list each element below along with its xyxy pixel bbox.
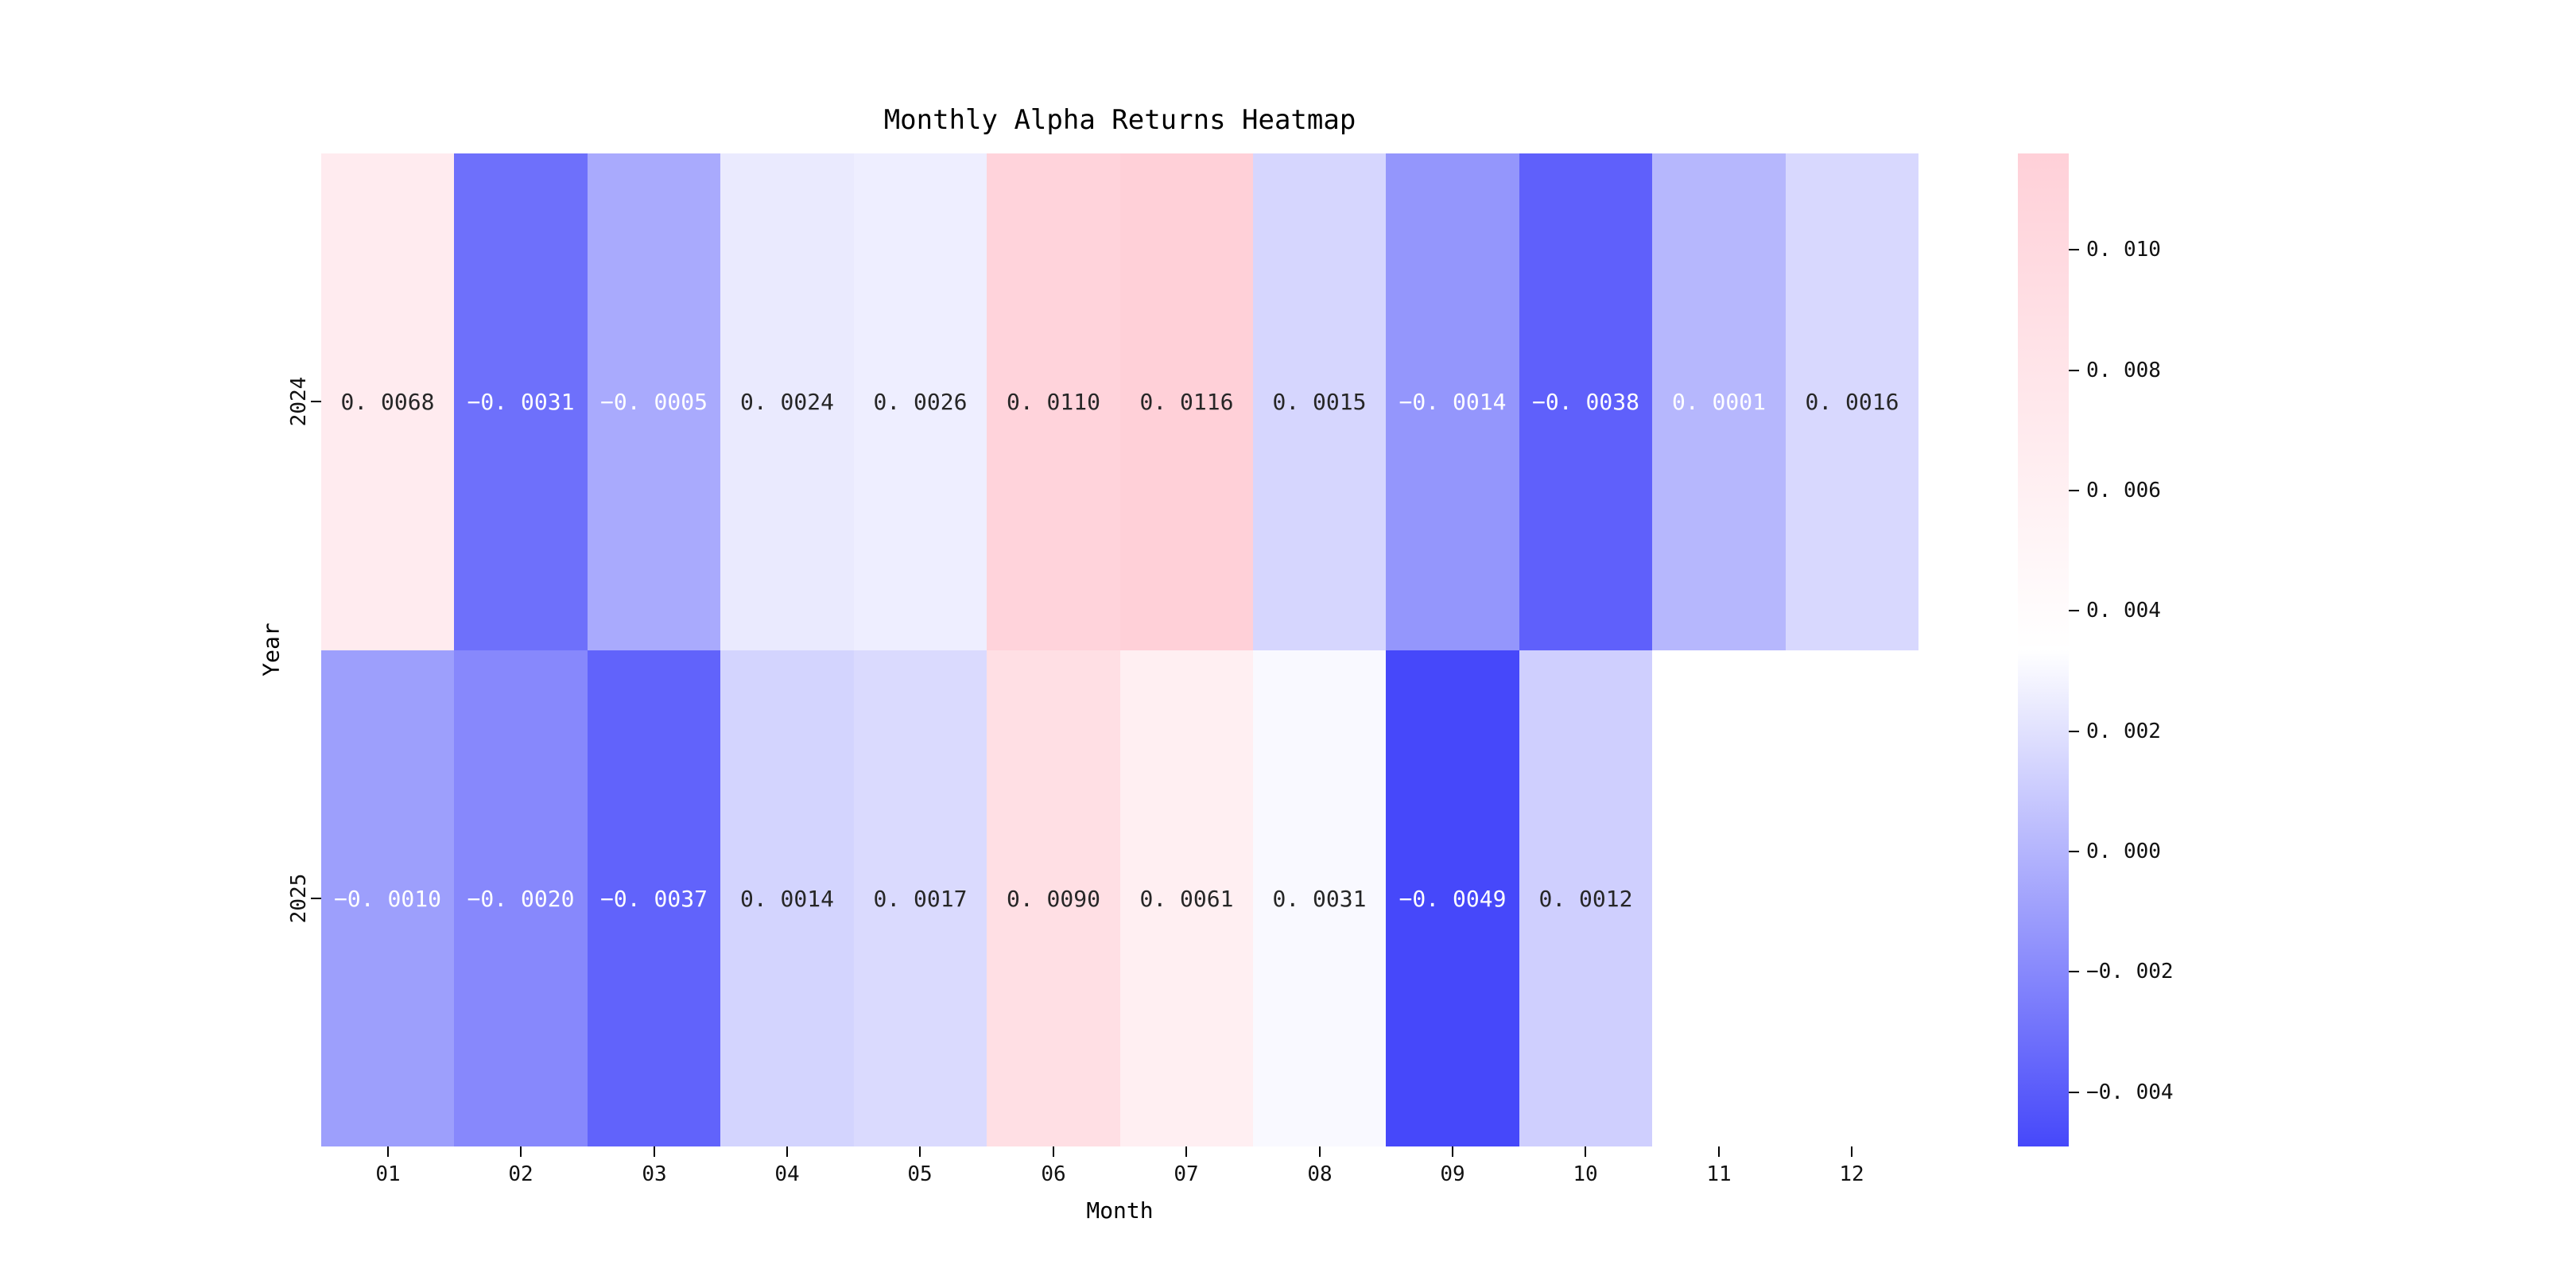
x-tick-label: 11 [1706,1162,1732,1186]
x-tick-mark [786,1146,788,1157]
cell-value: 0. 0001 [1671,389,1766,415]
x-tick-mark [919,1146,921,1157]
x-tick-label: 03 [642,1162,667,1186]
cell-value: 0. 0090 [1006,885,1100,912]
colorbar-tick-label: 0. 010 [2086,238,2161,262]
x-axis-label: Month [1086,1197,1154,1224]
cell-value: −0. 0031 [467,389,575,415]
cell-value: −0. 0020 [467,885,575,912]
chart-title: Monthly Alpha Returns Heatmap [883,104,1356,136]
cell-value: 0. 0024 [739,389,834,415]
heatmap-cell: −0. 0014 [1386,153,1519,650]
x-tick-label: 06 [1041,1162,1066,1186]
y-axis-label: Year [258,623,285,677]
y-tick-label: 2025 [287,873,311,924]
cell-value: 0. 0026 [873,389,968,415]
heatmap-cell: 0. 0031 [1253,650,1386,1146]
x-tick-label: 09 [1440,1162,1465,1186]
x-tick-mark [1319,1146,1321,1157]
x-tick-mark [387,1146,389,1157]
colorbar-tick-mark [2069,610,2079,611]
cell-value: 0. 0015 [1272,389,1367,415]
cell-value: −0. 0005 [600,389,708,415]
colorbar-tick-mark [2069,1092,2079,1093]
x-tick-label: 02 [508,1162,533,1186]
heatmap-cell: 0. 0026 [854,153,987,650]
cell-value: 0. 0110 [1006,389,1100,415]
heatmap-cell: 0. 0061 [1120,650,1253,1146]
x-tick-mark [1718,1146,1720,1157]
heatmap-cell: −0. 0031 [454,153,588,650]
heatmap-cell: 0. 0116 [1120,153,1253,650]
cell-value: 0. 0017 [873,885,968,912]
colorbar-tick-label: −0. 002 [2086,960,2174,983]
heatmap-cell: 0. 0110 [987,153,1120,650]
x-tick-label: 10 [1573,1162,1598,1186]
x-tick-mark [1851,1146,1852,1157]
x-tick-label: 12 [1839,1162,1864,1186]
cell-value: 0. 0031 [1272,885,1367,912]
x-tick-mark [1053,1146,1054,1157]
cell-value: 0. 0016 [1805,389,1899,415]
x-tick-mark [1452,1146,1453,1157]
heatmap-cell: 0. 0012 [1519,650,1652,1146]
y-tick-mark [311,401,321,402]
heatmap-cell: −0. 0037 [588,650,720,1146]
colorbar-tick-label: 0. 006 [2086,479,2161,502]
heatmap-cell: 0. 0068 [321,153,454,650]
x-tick-label: 01 [375,1162,401,1186]
heatmap-cell: 0. 0015 [1253,153,1386,650]
x-tick-mark [1185,1146,1187,1157]
heatmap-cell: −0. 0020 [454,650,588,1146]
x-tick-label: 05 [907,1162,933,1186]
colorbar-tick-label: 0. 008 [2086,359,2161,382]
cell-value: 0. 0061 [1139,885,1234,912]
heatmap-cell: 0. 0001 [1652,153,1786,650]
colorbar-tick-mark [2069,249,2079,250]
colorbar-tick-label: 0. 002 [2086,720,2161,743]
cell-value: −0. 0014 [1399,389,1507,415]
cell-value: 0. 0014 [739,885,834,912]
x-tick-mark [654,1146,655,1157]
heatmap-cell: −0. 0010 [321,650,454,1146]
colorbar-tick-label: 0. 004 [2086,599,2161,623]
x-tick-mark [520,1146,522,1157]
x-tick-mark [1585,1146,1586,1157]
cell-value: −0. 0038 [1532,389,1639,415]
y-tick-mark [311,898,321,899]
colorbar-tick-mark [2069,851,2079,852]
y-tick-label: 2024 [287,376,311,427]
x-tick-label: 04 [774,1162,800,1186]
heatmap-cell: 0. 0024 [720,153,854,650]
cell-value: −0. 0049 [1399,885,1507,912]
heatmap-cell: −0. 0005 [588,153,720,650]
heatmap-cell: 0. 0090 [987,650,1120,1146]
colorbar-gradient [2018,153,2069,1146]
colorbar-tick-mark [2069,971,2079,972]
heatmap-cell: 0. 0017 [854,650,987,1146]
heatmap-cell: −0. 0038 [1519,153,1652,650]
colorbar-tick-mark [2069,490,2079,491]
cell-value: 0. 0012 [1538,885,1633,912]
cell-value: 0. 0068 [340,389,435,415]
colorbar-tick-label: −0. 004 [2086,1080,2174,1104]
cell-value: −0. 0037 [600,885,708,912]
x-tick-label: 08 [1307,1162,1333,1186]
heatmap-cell: −0. 0049 [1386,650,1519,1146]
heatmap-cell: 0. 0014 [720,650,854,1146]
colorbar-tick-mark [2069,370,2079,371]
cell-value: −0. 0010 [334,885,441,912]
colorbar-tick-mark [2069,731,2079,732]
cell-value: 0. 0116 [1139,389,1234,415]
colorbar-tick-label: 0. 000 [2086,840,2161,863]
heatmap-cell: 0. 0016 [1786,153,1918,650]
x-tick-label: 07 [1174,1162,1199,1186]
